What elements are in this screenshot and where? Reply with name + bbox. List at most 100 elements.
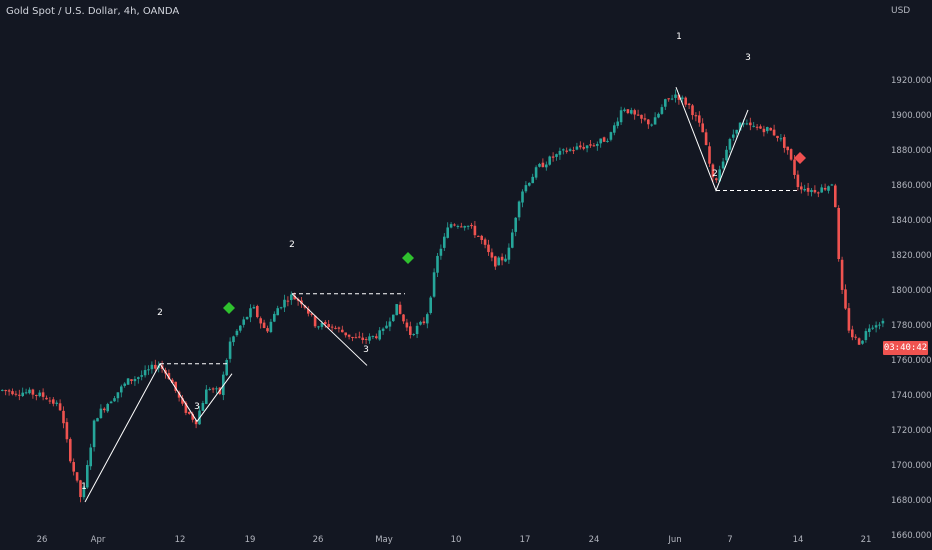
candle-body bbox=[847, 308, 851, 331]
candle-body bbox=[188, 411, 191, 414]
candle-body bbox=[776, 135, 779, 138]
candle-body bbox=[62, 410, 65, 424]
price-tick-label: 1920.000 bbox=[891, 76, 932, 86]
candle-body bbox=[1, 389, 4, 391]
price-tick-label: 1840.000 bbox=[891, 216, 932, 226]
candle-body bbox=[293, 295, 296, 300]
candle-body bbox=[555, 154, 558, 157]
candle-body bbox=[453, 224, 456, 226]
time-tick-label: 26 bbox=[37, 535, 48, 545]
candle-body bbox=[783, 137, 786, 148]
time-tick-label: 7 bbox=[727, 535, 732, 545]
candle-body bbox=[392, 314, 395, 322]
candle-body bbox=[728, 139, 732, 150]
candle-body bbox=[511, 232, 514, 248]
candle-body bbox=[793, 159, 796, 175]
candle-body bbox=[290, 294, 293, 301]
candle-body bbox=[171, 379, 174, 383]
candle-body bbox=[174, 381, 177, 391]
candle-body bbox=[7, 390, 11, 392]
price-axis: 1660.000 1680.000 1700.000 1720.000 1740.000… bbox=[891, 76, 932, 541]
candle-body bbox=[364, 339, 368, 341]
candle-body bbox=[653, 117, 657, 125]
candle-body bbox=[422, 321, 426, 324]
candle-body bbox=[419, 321, 422, 325]
price-tick-label: 1860.000 bbox=[891, 181, 932, 191]
candle-body bbox=[616, 121, 619, 126]
candle-body bbox=[320, 322, 324, 327]
candle-body bbox=[687, 103, 691, 105]
candle-body bbox=[21, 392, 24, 397]
candle-body bbox=[762, 128, 766, 133]
pattern-point-label: 3 bbox=[194, 402, 200, 412]
pattern-overlays: 1 2 3 2 3 1 2 3 bbox=[81, 32, 806, 503]
candle-body bbox=[711, 164, 715, 178]
candle-body bbox=[443, 236, 446, 248]
candle-body bbox=[531, 176, 534, 184]
candle-body bbox=[446, 227, 449, 238]
candle-body bbox=[477, 235, 480, 237]
pattern-point-label: 2 bbox=[157, 308, 163, 318]
candle-body bbox=[154, 364, 157, 369]
candle-body bbox=[463, 226, 466, 228]
candle-body bbox=[633, 110, 636, 115]
candle-body bbox=[823, 188, 827, 190]
candle-body bbox=[262, 322, 266, 329]
candle-body bbox=[276, 308, 279, 316]
candle-body bbox=[602, 137, 606, 142]
candle-body bbox=[874, 325, 878, 328]
candle-body bbox=[534, 167, 538, 178]
pattern-line bbox=[291, 293, 368, 366]
candle-body bbox=[466, 225, 470, 227]
candle-body bbox=[405, 322, 409, 328]
candle-body bbox=[575, 146, 579, 150]
pattern-point-label: 2 bbox=[289, 240, 295, 250]
time-tick-label: 14 bbox=[793, 535, 804, 545]
candle-body bbox=[701, 123, 704, 133]
candle-body bbox=[752, 125, 755, 127]
candle-body bbox=[674, 94, 677, 98]
candle-body bbox=[749, 122, 752, 126]
candle-body bbox=[551, 156, 555, 158]
candle-body bbox=[670, 98, 674, 100]
candle-body bbox=[126, 378, 130, 385]
price-tick-label: 1740.000 bbox=[891, 391, 932, 401]
price-tick-label: 1820.000 bbox=[891, 251, 932, 261]
candle-body bbox=[99, 408, 103, 419]
time-tick-label: 21 bbox=[861, 535, 872, 545]
candle-body bbox=[759, 126, 762, 129]
candle-body bbox=[643, 118, 647, 120]
candle-body bbox=[225, 359, 228, 376]
candle-body bbox=[449, 224, 453, 228]
current-price-tag: 03:40:42 bbox=[883, 341, 928, 355]
candle-body bbox=[694, 115, 698, 117]
candle-body bbox=[800, 186, 803, 190]
candle-body bbox=[718, 169, 721, 182]
candle-body bbox=[194, 420, 198, 425]
candle-body bbox=[215, 388, 218, 390]
candle-body bbox=[181, 398, 184, 404]
candle-body bbox=[684, 97, 687, 105]
candle-body bbox=[256, 306, 259, 318]
candle-body bbox=[432, 272, 436, 297]
candle-body bbox=[487, 244, 490, 253]
candle-body bbox=[565, 150, 568, 152]
price-tick-label: 1780.000 bbox=[891, 321, 932, 331]
candle-body bbox=[184, 402, 188, 413]
candle-body bbox=[211, 388, 215, 390]
candle-body bbox=[881, 320, 885, 324]
candle-body bbox=[252, 307, 256, 309]
candle-body bbox=[514, 217, 517, 232]
candle-body bbox=[273, 313, 276, 322]
candle-body bbox=[354, 337, 358, 339]
candle-body bbox=[65, 422, 69, 440]
candle-body bbox=[766, 127, 769, 132]
candle-body bbox=[41, 392, 45, 397]
candle-body bbox=[279, 307, 283, 309]
candle-body bbox=[657, 113, 660, 118]
candle-body bbox=[347, 334, 351, 337]
candle-body bbox=[228, 341, 232, 359]
candle-body bbox=[208, 389, 211, 391]
candle-body bbox=[585, 145, 589, 149]
